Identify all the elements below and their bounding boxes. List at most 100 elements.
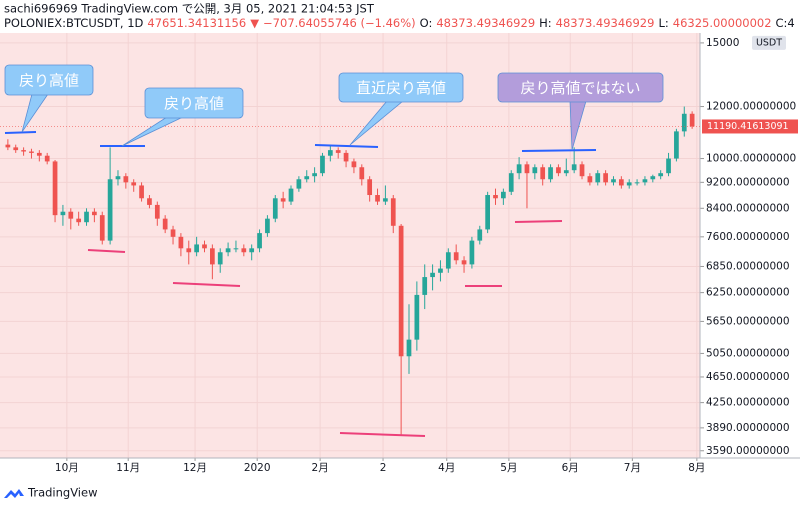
header-line1: sachi696969 TradingView.com で公開, 3月 05, …: [4, 2, 375, 16]
candle-body: [280, 198, 286, 202]
candle-body: [375, 195, 380, 202]
candle-body: [68, 211, 74, 219]
candle-body: [5, 144, 11, 148]
candle-body: [162, 218, 168, 230]
header-segment: L:: [658, 16, 668, 30]
y-tick-label: 10000.00000000: [706, 153, 796, 165]
candle-body: [233, 248, 239, 250]
candle-body: [524, 164, 530, 174]
candle-body: [587, 176, 593, 183]
drawn-line: [521, 149, 597, 152]
y-tick-label: 6850.00000000: [706, 260, 790, 272]
candle-body: [603, 173, 608, 183]
candle-body: [674, 131, 679, 159]
y-tick-label: 3590.00000000: [706, 445, 790, 457]
candle-body: [579, 164, 585, 177]
candle-body: [36, 152, 42, 156]
unit-label: USDT: [756, 37, 782, 48]
candle-body: [288, 188, 294, 202]
candle-body: [249, 248, 255, 253]
header-segment: H:: [539, 16, 552, 30]
candle-body: [351, 161, 357, 168]
candle-body: [84, 211, 89, 223]
candle-body: [241, 248, 247, 253]
y-tick-label: 12000.00000000: [706, 101, 796, 113]
candle-body: [123, 176, 129, 183]
y-tick-label: 4650.00000000: [706, 371, 790, 383]
candle-body: [99, 215, 105, 241]
candle-body: [13, 147, 19, 151]
drawn-line: [314, 144, 379, 148]
y-tick-label: 15000: [706, 37, 739, 49]
candle-body: [312, 173, 317, 177]
callout-box: [497, 72, 664, 103]
candle-body: [390, 198, 396, 226]
candle-body: [642, 179, 648, 183]
candle-body: [29, 151, 34, 153]
x-tick-label: 11月: [116, 462, 140, 474]
candle-body: [406, 339, 412, 357]
x-tick-label: 10月: [55, 462, 79, 474]
x-tick-label: 6月: [562, 462, 579, 474]
candle-body: [202, 244, 207, 249]
y-tick-label: 9200.00000000: [706, 176, 790, 188]
candle-body: [658, 173, 664, 177]
callout-text: 戻り高値ではない: [520, 79, 640, 97]
candle-body: [461, 260, 467, 265]
candle-body: [445, 252, 451, 269]
candle-body: [170, 229, 176, 237]
candle-body: [571, 164, 577, 171]
candle-body: [131, 182, 137, 186]
candle-body: [477, 229, 483, 241]
candle-body: [304, 176, 310, 180]
candle-body: [343, 152, 349, 162]
x-tick-label: 2月: [312, 462, 329, 474]
candle-body: [540, 167, 546, 180]
candle-body: [501, 191, 506, 199]
y-tick-label: 5050.00000000: [706, 347, 790, 359]
last-price-label: 11190.41613091: [707, 121, 789, 132]
candle-body: [52, 161, 58, 216]
header-segment: C:4: [776, 16, 795, 30]
header-segment: −707.64055746 (−1.46%): [263, 16, 416, 30]
candle-body: [115, 176, 121, 180]
y-tick-label: 6250.00000000: [706, 287, 790, 299]
callout-text: 直近戻り高値: [356, 79, 446, 97]
candle-body: [107, 179, 113, 241]
candle-body: [327, 150, 333, 156]
candle-body: [60, 211, 66, 216]
drawn-line: [87, 249, 126, 253]
candle-body: [225, 248, 231, 253]
x-tick-label: 7月: [624, 462, 641, 474]
y-tick-label: 7600.00000000: [706, 231, 790, 243]
y-tick-label: 8400.00000000: [706, 202, 790, 214]
x-tick-label: 2: [380, 462, 387, 474]
header-line2: POLONIEX:BTCUSDT, 1D 47651.34131156 ▼ −707.…: [4, 16, 795, 30]
y-tick-label: 4250.00000000: [706, 397, 790, 409]
candle-body: [681, 113, 687, 132]
callout-box: [338, 72, 464, 103]
header-segment: O:: [420, 16, 433, 30]
unit-badge: [752, 35, 786, 50]
callout-text: 戻り高値: [19, 72, 79, 90]
candle-body: [186, 248, 192, 253]
candle-body: [493, 195, 498, 199]
candle-body: [92, 211, 97, 216]
x-tick-label: 5月: [500, 462, 517, 474]
candle-body: [556, 167, 561, 174]
candle-body: [383, 198, 388, 202]
candle-body: [618, 179, 624, 186]
candle-body: [265, 218, 270, 234]
candle-body: [398, 225, 404, 357]
candle-body: [210, 248, 215, 265]
candle-body: [257, 233, 262, 249]
candle-body: [194, 244, 199, 253]
candle-body: [422, 277, 428, 295]
candle-body: [532, 167, 538, 174]
callout-box: [4, 64, 94, 96]
footer-brand: TradingView: [27, 486, 97, 500]
candle-body: [367, 179, 373, 196]
candle-body: [666, 158, 671, 174]
last-price-badge: [702, 119, 798, 134]
